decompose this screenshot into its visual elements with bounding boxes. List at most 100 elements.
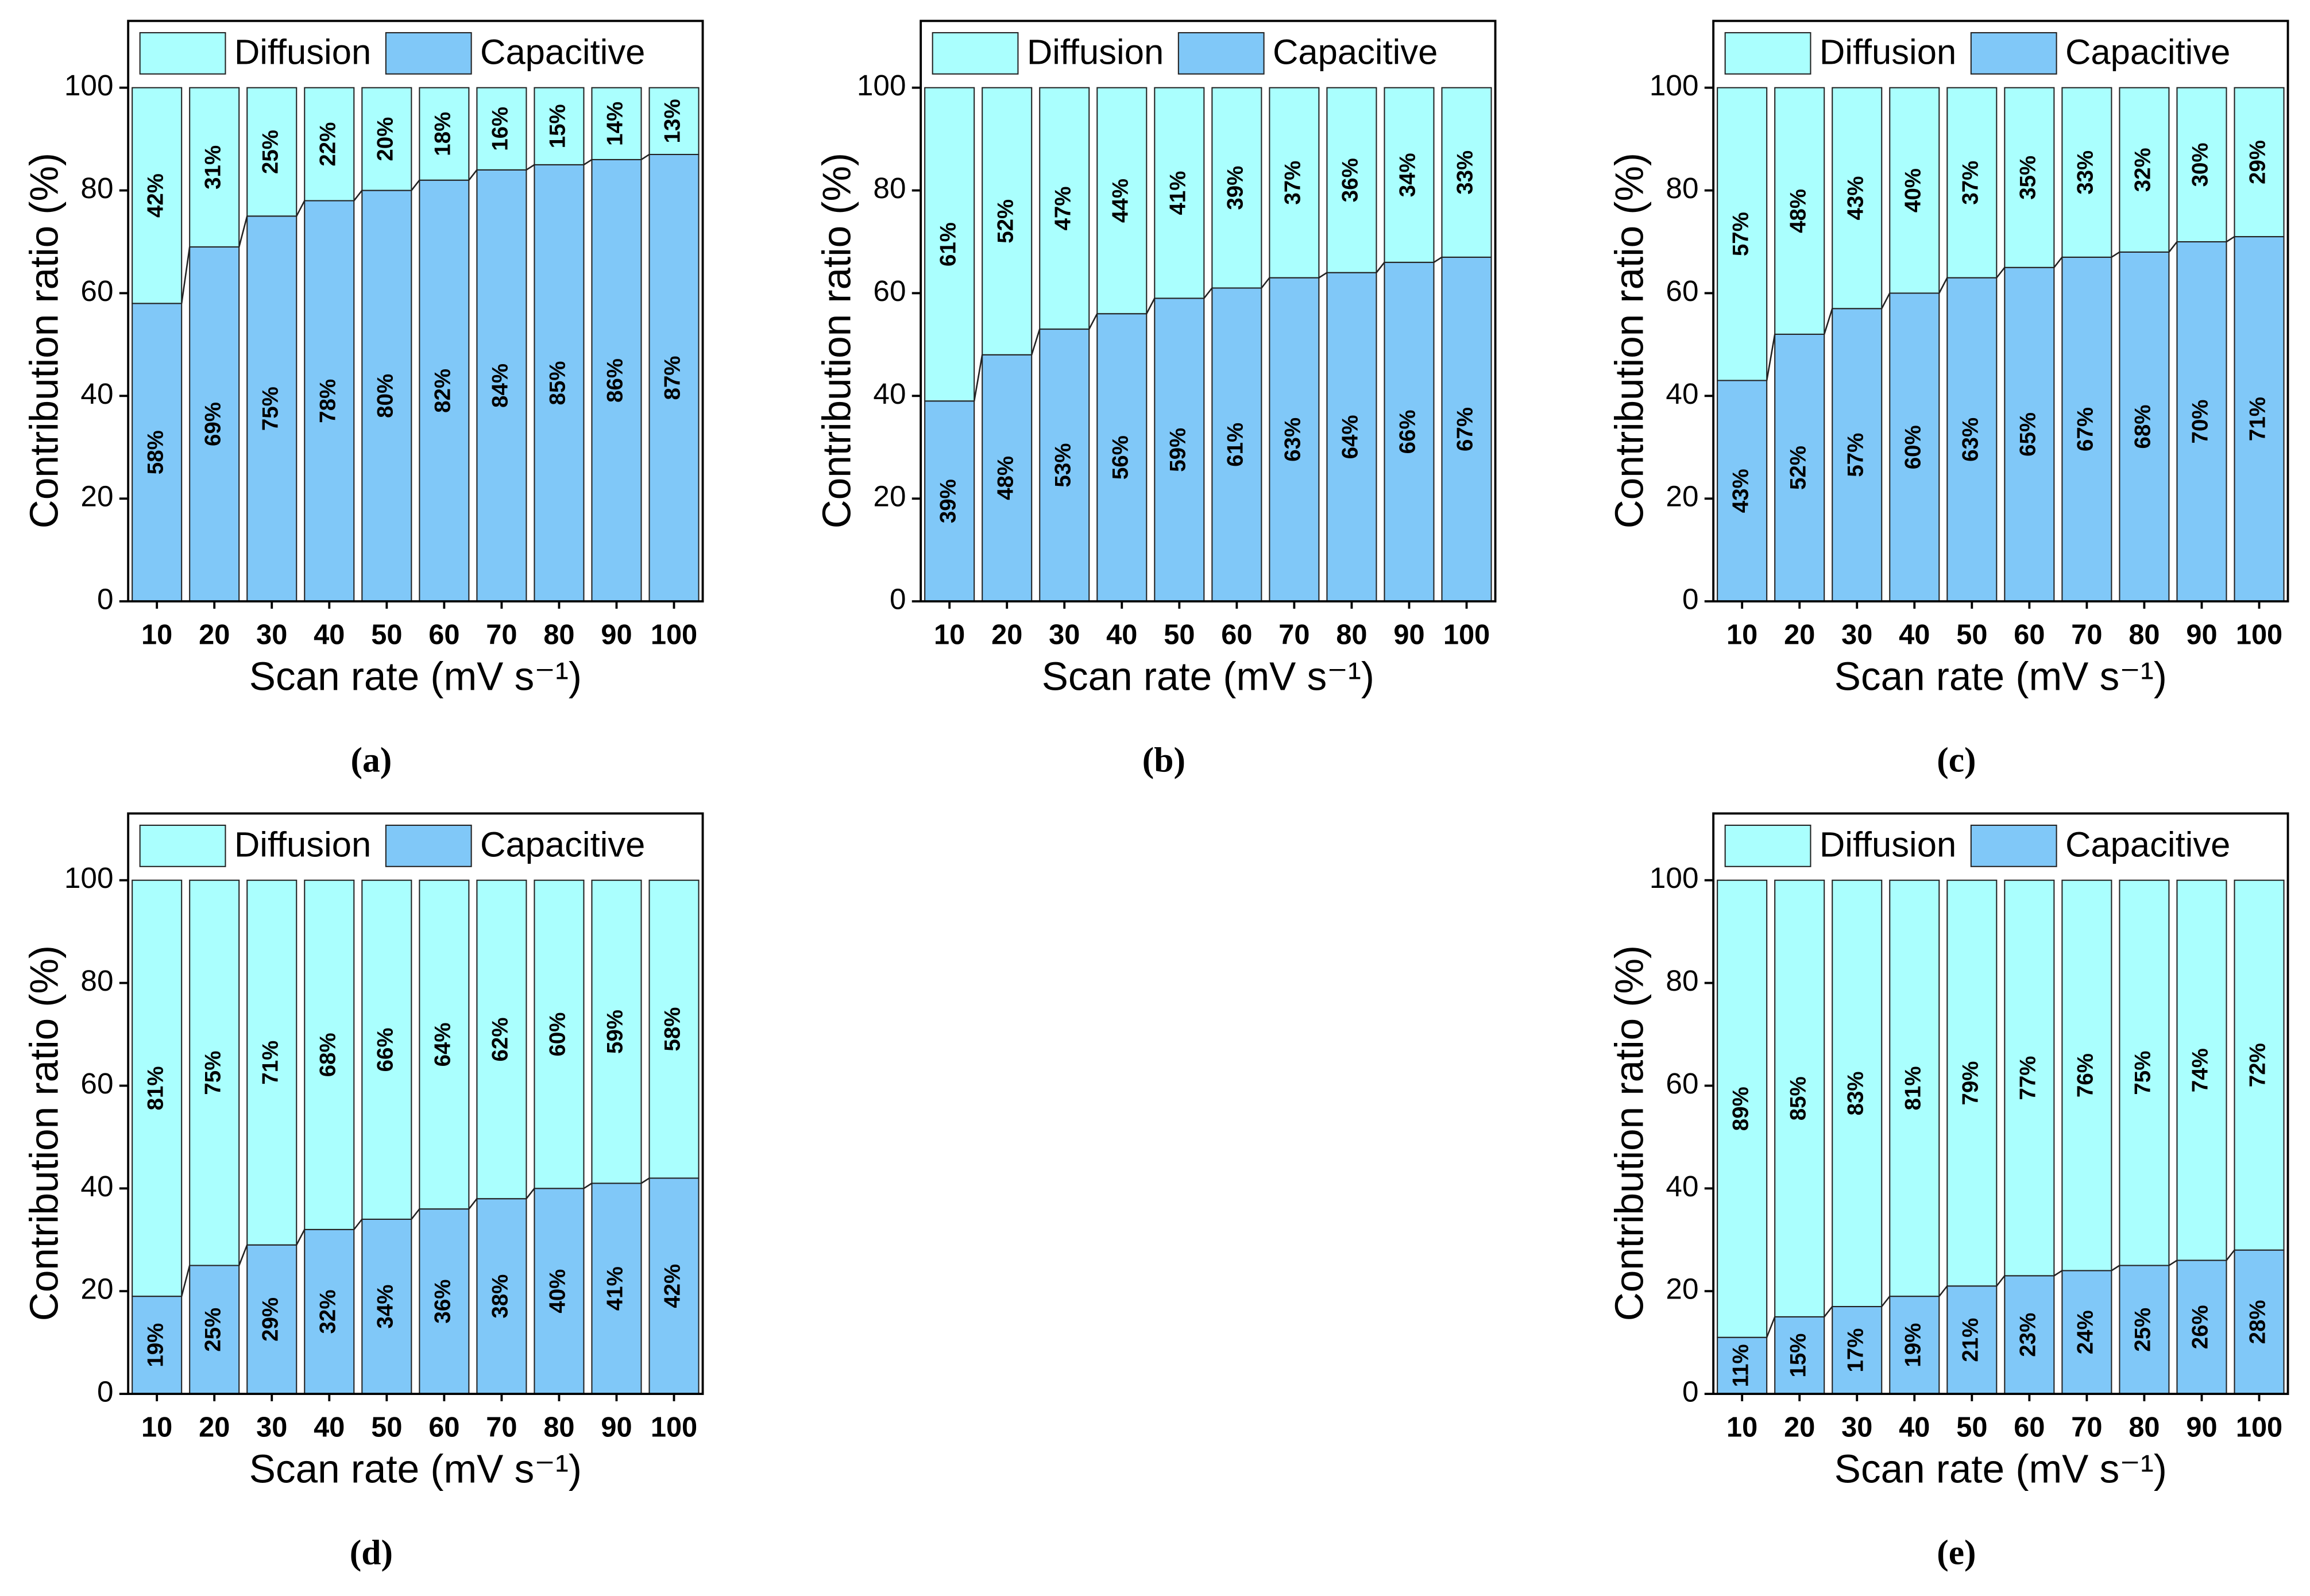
x-tick-label: 10 [1726, 1412, 1757, 1443]
bar-segment [982, 87, 1033, 355]
data-label: 31% [200, 145, 225, 190]
legend-label: Diffusion [1820, 825, 1956, 865]
bar-segment [1774, 879, 1825, 1317]
bar-segment [924, 87, 975, 402]
x-tick-label: 40 [1899, 1412, 1930, 1443]
x-tick-label: 20 [199, 1412, 230, 1443]
x-tick-label: 70 [486, 1412, 517, 1443]
data-label: 29% [2246, 140, 2270, 184]
bar-segment [1946, 1285, 1998, 1395]
bar-segment [1154, 297, 1205, 602]
data-label: 64% [431, 1022, 455, 1066]
connector [411, 179, 420, 191]
data-label: 47% [1050, 186, 1075, 230]
bar-segment [189, 879, 240, 1266]
x-tick-label: 70 [2071, 1412, 2102, 1443]
connector [1938, 1285, 1948, 1297]
x-axis-title: Scan rate (mV s⁻¹) [249, 1446, 582, 1491]
legend-swatch [1970, 824, 2057, 867]
data-label: 70% [2188, 400, 2213, 444]
connector [526, 1188, 535, 1199]
y-tick-label: 60 [873, 275, 906, 307]
connector [1766, 1316, 1776, 1338]
data-label: 66% [1396, 409, 1420, 454]
bar-segment [1717, 1336, 1768, 1395]
bar-segment [361, 87, 412, 191]
bar-segment [2061, 879, 2112, 1272]
bar-segment [246, 87, 298, 217]
data-label: 85% [1786, 1076, 1810, 1120]
data-label: 33% [1453, 150, 1478, 195]
data-label: 63% [1281, 418, 1305, 462]
data-label: 43% [1843, 176, 1868, 220]
x-tick-label: 70 [1278, 620, 1309, 651]
data-label: 81% [143, 1066, 168, 1110]
connector [1996, 266, 2006, 279]
bar-segment [591, 879, 642, 1184]
connector [1824, 1306, 1833, 1317]
y-tick-label: 60 [80, 275, 113, 307]
bar-segment [419, 87, 470, 181]
legend-swatch [139, 32, 226, 75]
y-tick-label: 40 [80, 1170, 113, 1203]
bar-segment [2234, 1249, 2285, 1395]
x-tick-label: 80 [2129, 1412, 2160, 1443]
data-label: 81% [1900, 1066, 1925, 1110]
connector [2226, 1249, 2235, 1261]
x-tick-label: 90 [2186, 620, 2217, 651]
data-label: 56% [1108, 435, 1133, 480]
bar-segment [1832, 879, 1883, 1308]
y-tick-label: 0 [97, 583, 114, 616]
y-tick-label: 20 [1666, 1273, 1698, 1305]
connector [411, 1208, 420, 1220]
bar-segment [591, 1182, 642, 1395]
x-tick-label: 80 [543, 1412, 574, 1443]
y-tick-label: 80 [1666, 964, 1698, 997]
data-label: 66% [373, 1027, 397, 1072]
y-tick-label: 40 [80, 377, 113, 410]
bar-segment [132, 879, 183, 1297]
data-label: 42% [660, 1264, 685, 1308]
connector [2111, 1265, 2120, 1272]
data-label: 16% [488, 107, 513, 151]
bar-segment [1717, 380, 1768, 602]
bar-segment [1946, 277, 1998, 602]
x-tick-label: 70 [486, 620, 517, 651]
y-tick-label: 20 [80, 480, 113, 513]
x-axis-title: Scan rate (mV s⁻¹) [249, 654, 582, 698]
y-tick-label: 20 [1666, 480, 1698, 513]
connector [296, 200, 306, 217]
bar-segment [2119, 879, 2170, 1266]
connector [2053, 1270, 2063, 1277]
data-label: 18% [431, 112, 455, 156]
x-tick-label: 20 [991, 620, 1022, 651]
data-label: 36% [1338, 158, 1363, 202]
bar-segment [2004, 266, 2055, 602]
x-tick-label: 30 [1841, 1412, 1872, 1443]
x-tick-label: 20 [1784, 1412, 1815, 1443]
data-label: 13% [660, 99, 685, 143]
y-tick-label: 100 [1650, 861, 1699, 894]
connector [1203, 287, 1213, 299]
connector [1824, 308, 1833, 335]
x-tick-label: 60 [428, 620, 459, 651]
x-tick-label: 10 [1726, 620, 1757, 651]
y-axis-title: Contribution ratio (%) [21, 945, 66, 1321]
data-label: 41% [603, 1266, 628, 1311]
connector [238, 215, 248, 248]
x-tick-label: 90 [2186, 1412, 2217, 1443]
data-label: 23% [2016, 1313, 2041, 1357]
bar-segment [648, 153, 700, 602]
x-tick-label: 100 [2236, 1412, 2282, 1443]
data-label: 48% [1786, 189, 1810, 233]
data-label: 53% [1050, 443, 1075, 488]
connector [1766, 334, 1776, 381]
y-tick-label: 0 [1682, 1375, 1699, 1408]
data-label: 87% [660, 356, 685, 400]
legend-label: Capacitive [2065, 33, 2230, 72]
bar-segment [361, 190, 412, 602]
data-label: 37% [1281, 161, 1305, 205]
connector [1433, 256, 1443, 263]
bar-segment [132, 303, 183, 602]
